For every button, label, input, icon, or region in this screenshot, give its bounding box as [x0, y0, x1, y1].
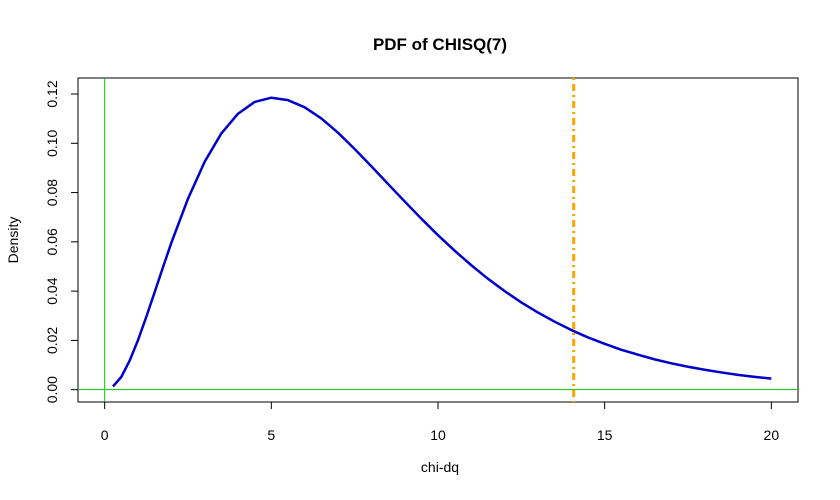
y-tick-label-1: 0.02	[44, 327, 60, 354]
x-axis: 0 5 10 15 20	[101, 402, 780, 443]
chart-title: PDF of CHISQ(7)	[373, 35, 507, 54]
y-tick-label-3: 0.06	[44, 228, 60, 255]
y-tick-label-4: 0.08	[44, 179, 60, 206]
y-tick-label-6: 0.12	[44, 80, 60, 107]
reference-lines	[78, 78, 798, 402]
x-axis-label: chi-dq	[421, 459, 459, 475]
y-tick-label-2: 0.04	[44, 277, 60, 304]
y-tick-label-0: 0.00	[44, 376, 60, 403]
x-tick-label-3: 15	[597, 427, 613, 443]
x-tick-label-2: 10	[430, 427, 446, 443]
x-tick-label-4: 20	[764, 427, 780, 443]
y-axis-label: Density	[5, 217, 21, 264]
x-tick-label-0: 0	[101, 427, 109, 443]
y-axis: 0.00 0.02 0.04 0.06 0.08 0.10 0.12	[44, 80, 78, 403]
density-curve-0	[112, 96, 772, 388]
y-tick-label-5: 0.10	[44, 129, 60, 156]
plot-frame	[77, 77, 799, 403]
x-tick-label-1: 5	[267, 427, 275, 443]
series-group	[112, 96, 772, 388]
